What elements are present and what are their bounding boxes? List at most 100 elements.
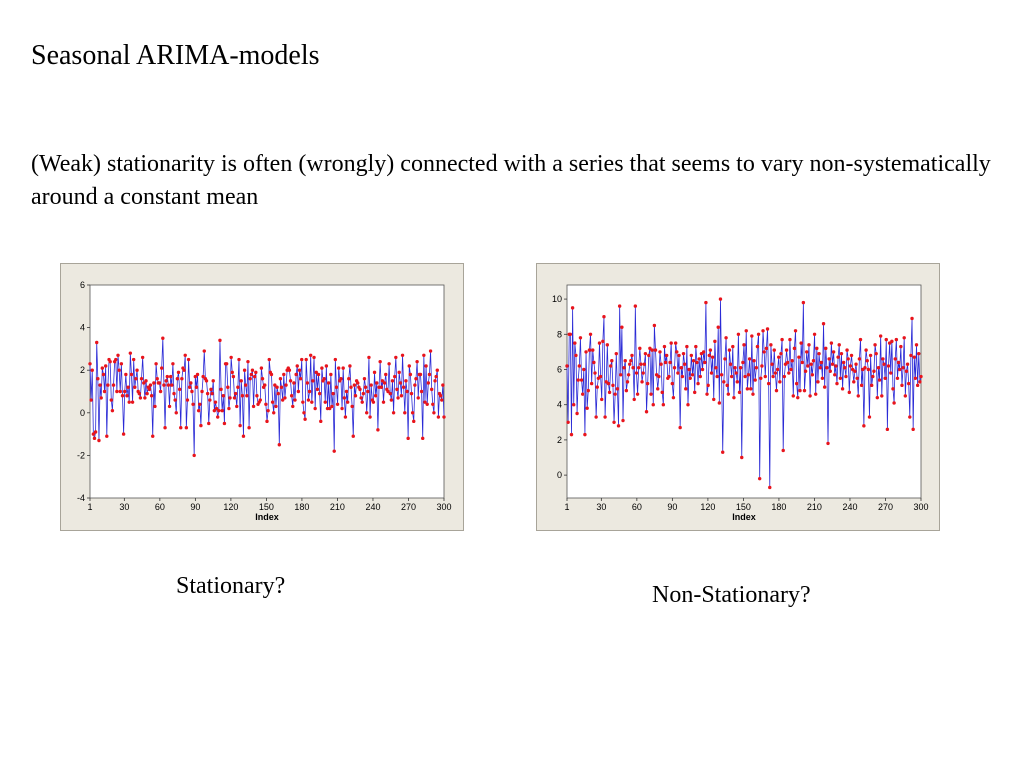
data-point — [587, 348, 592, 352]
data-point — [372, 370, 377, 375]
data-point — [642, 362, 646, 366]
data-point — [707, 353, 711, 358]
data-point — [379, 385, 383, 389]
data-point — [289, 394, 294, 398]
data-point — [913, 376, 918, 380]
data-point — [741, 360, 745, 365]
data-point — [413, 383, 417, 387]
data-point — [826, 441, 830, 446]
data-point — [799, 341, 803, 345]
data-point — [204, 379, 209, 383]
data-point — [565, 364, 569, 368]
data-point — [95, 340, 99, 345]
data-point — [768, 485, 772, 490]
data-point — [93, 430, 98, 434]
data-point — [670, 381, 674, 386]
data-point — [566, 420, 570, 425]
data-point — [196, 408, 201, 413]
data-point — [729, 374, 734, 379]
data-point — [121, 432, 126, 436]
data-point — [106, 383, 110, 387]
data-point — [329, 372, 333, 377]
data-point — [226, 385, 230, 389]
data-point — [288, 379, 293, 383]
data-point — [348, 364, 352, 368]
data-point — [245, 394, 249, 398]
data-point — [864, 348, 868, 352]
data-point — [805, 350, 809, 354]
data-point — [218, 338, 222, 343]
y-tick-label: 0 — [557, 470, 562, 480]
data-point — [131, 357, 136, 362]
data-point — [818, 366, 822, 370]
data-point — [607, 390, 612, 395]
data-point — [251, 404, 256, 409]
data-point — [313, 406, 317, 411]
data-point — [224, 362, 229, 366]
data-point — [742, 343, 746, 347]
data-point — [244, 383, 248, 387]
non-stationary-chart-panel: 0 2 4 6 8 10 1 30 60 90 120 150 180 210 240 270 300 Index — [536, 263, 940, 531]
data-point — [876, 366, 881, 370]
data-point — [302, 411, 306, 415]
data-point — [690, 373, 695, 377]
data-point — [880, 394, 884, 398]
x-tick-label: 90 — [667, 502, 677, 512]
data-point — [177, 387, 182, 392]
data-point — [353, 394, 358, 398]
data-point — [214, 406, 219, 411]
y-tick-label: 10 — [552, 294, 562, 304]
data-point — [301, 400, 305, 404]
data-point — [760, 364, 764, 368]
data-point — [615, 387, 620, 391]
data-point — [773, 371, 778, 375]
data-point — [753, 378, 757, 382]
data-point — [381, 400, 386, 404]
data-point — [415, 359, 419, 364]
data-point — [314, 370, 318, 375]
data-point — [405, 389, 409, 394]
data-point — [740, 455, 744, 460]
data-point — [678, 425, 682, 430]
data-point — [777, 355, 781, 359]
data-point — [856, 394, 860, 398]
data-point — [908, 415, 912, 419]
data-point — [185, 398, 190, 402]
data-point — [142, 381, 146, 385]
data-point — [575, 411, 579, 416]
x-tick-label: 240 — [842, 502, 857, 512]
data-point — [88, 362, 92, 366]
data-point — [246, 359, 250, 364]
data-point — [843, 366, 847, 370]
data-point — [96, 377, 100, 381]
data-point — [641, 371, 645, 375]
data-point — [220, 408, 224, 413]
data-point — [779, 351, 783, 356]
x-tick-label: 270 — [878, 502, 893, 512]
data-point — [716, 325, 720, 329]
x-axis-title: Index — [255, 512, 279, 522]
data-point — [388, 391, 392, 396]
data-point — [323, 400, 327, 404]
data-point — [652, 323, 657, 328]
data-point — [676, 371, 680, 375]
data-point — [588, 332, 593, 336]
data-point — [761, 329, 765, 333]
data-point — [91, 432, 96, 436]
data-point — [198, 402, 202, 406]
data-point — [148, 383, 153, 387]
data-point — [643, 351, 648, 356]
data-point — [250, 368, 255, 372]
data-point — [704, 300, 708, 305]
data-point — [724, 336, 728, 340]
data-point — [774, 388, 779, 393]
data-point — [645, 381, 650, 386]
data-point — [709, 371, 714, 375]
data-point — [737, 390, 742, 395]
data-point — [200, 389, 204, 394]
data-point — [673, 341, 678, 345]
data-point — [634, 371, 639, 375]
data-point — [217, 408, 221, 413]
data-point — [361, 391, 366, 396]
data-point — [819, 360, 823, 365]
